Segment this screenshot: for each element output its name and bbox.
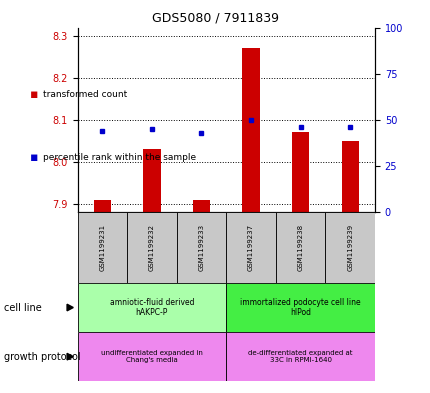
Bar: [291, 132, 309, 212]
Bar: [242, 48, 259, 212]
Bar: [127, 212, 176, 283]
Text: ▪: ▪: [30, 151, 39, 164]
Bar: [77, 332, 226, 381]
Polygon shape: [67, 353, 73, 360]
Text: GSM1199239: GSM1199239: [347, 224, 352, 271]
Text: percentile rank within the sample: percentile rank within the sample: [43, 153, 196, 162]
Bar: [226, 212, 275, 283]
Text: growth protocol: growth protocol: [4, 352, 81, 362]
Text: ▪: ▪: [30, 88, 39, 101]
Text: GSM1199232: GSM1199232: [149, 224, 154, 271]
Bar: [275, 212, 325, 283]
Text: de-differentiated expanded at
33C in RPMI-1640: de-differentiated expanded at 33C in RPM…: [248, 350, 352, 363]
Text: GSM1199233: GSM1199233: [198, 224, 204, 271]
Bar: [77, 212, 127, 283]
Text: immortalized podocyte cell line
hIPod: immortalized podocyte cell line hIPod: [240, 298, 360, 317]
Bar: [325, 212, 374, 283]
Bar: [77, 283, 226, 332]
Bar: [192, 200, 210, 212]
Bar: [226, 283, 374, 332]
Bar: [143, 149, 160, 212]
Text: GSM1199238: GSM1199238: [297, 224, 303, 271]
Bar: [226, 332, 374, 381]
Polygon shape: [67, 304, 73, 311]
Text: amniotic-fluid derived
hAKPC-P: amniotic-fluid derived hAKPC-P: [109, 298, 194, 317]
Text: GSM1199237: GSM1199237: [248, 224, 253, 271]
Text: GSM1199231: GSM1199231: [99, 224, 105, 271]
Bar: [176, 212, 226, 283]
Text: cell line: cell line: [4, 303, 42, 312]
Text: undifferentiated expanded in
Chang's media: undifferentiated expanded in Chang's med…: [101, 350, 203, 363]
Bar: [341, 141, 358, 212]
Text: GDS5080 / 7911839: GDS5080 / 7911839: [152, 12, 278, 25]
Bar: [93, 200, 111, 212]
Text: transformed count: transformed count: [43, 90, 127, 99]
